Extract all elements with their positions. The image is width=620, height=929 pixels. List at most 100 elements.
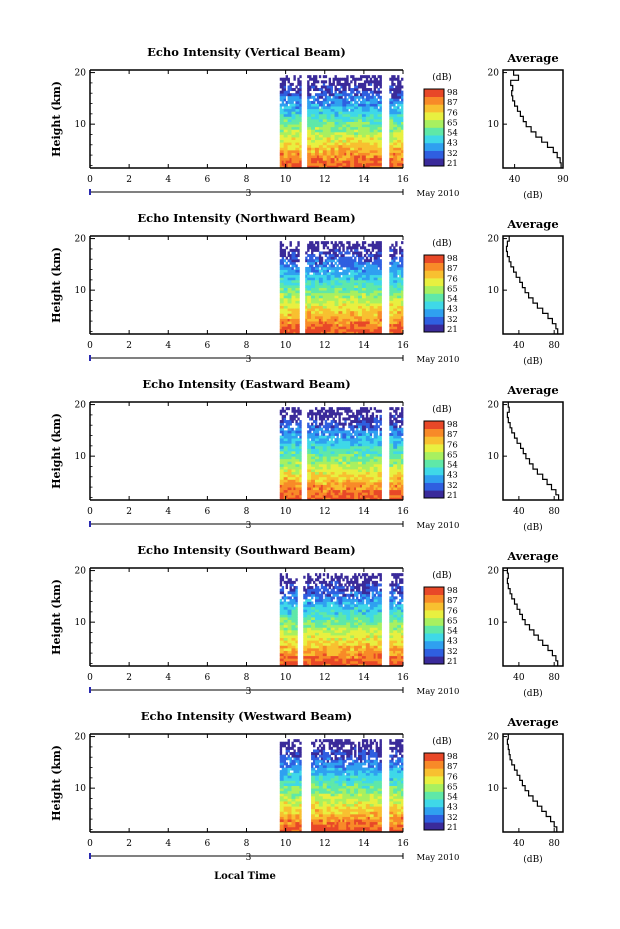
heatmap-cell xyxy=(311,331,314,335)
heatmap-cell xyxy=(350,75,353,79)
heatmap-cell xyxy=(309,443,312,447)
heatmap-cell xyxy=(299,435,302,439)
heatmap-cell xyxy=(346,162,349,166)
heatmap-cell xyxy=(334,305,337,309)
heatmap-cell xyxy=(309,274,312,278)
heatmap-cell xyxy=(322,124,326,128)
heatmap-cell xyxy=(363,98,367,102)
heatmap-cell xyxy=(338,443,341,447)
heatmap-cell xyxy=(326,155,330,159)
heatmap-cell xyxy=(346,82,349,86)
heatmap-cell xyxy=(373,142,377,146)
heatmap-cell xyxy=(348,438,351,442)
heatmap-cell xyxy=(334,427,337,431)
heatmap-cell xyxy=(291,463,294,467)
heatmap-cell xyxy=(316,287,320,291)
heatmap-cell xyxy=(281,305,285,309)
heatmap-cell xyxy=(371,292,375,296)
heatmap-cell xyxy=(318,88,322,92)
heatmap-cell xyxy=(320,323,324,327)
heatmap-cell xyxy=(328,474,332,478)
heatmap-cell xyxy=(299,119,302,122)
colorbar-frame xyxy=(423,88,445,167)
heatmap-cell xyxy=(334,445,337,449)
heatmap-cell xyxy=(316,489,320,493)
heatmap-cell xyxy=(283,438,287,442)
heatmap-cell xyxy=(391,85,394,89)
heatmap-cell xyxy=(289,119,292,122)
heatmap-cell xyxy=(391,272,394,276)
heatmap-cell xyxy=(318,414,322,418)
heatmap-cell xyxy=(393,264,396,268)
heatmap-cell xyxy=(322,155,326,159)
heatmap-cell xyxy=(281,481,285,485)
heatmap-cell xyxy=(322,469,326,473)
heatmap-cell xyxy=(346,142,349,146)
heatmap-cell xyxy=(307,474,310,478)
heatmap-cell xyxy=(336,266,339,270)
heatmap-cell xyxy=(328,318,332,322)
heatmap-cell xyxy=(311,318,314,322)
heatmap-cell xyxy=(318,409,322,413)
heatmap-cell xyxy=(279,254,283,258)
heatmap-cell xyxy=(399,274,402,278)
heatmap-cell xyxy=(283,147,287,151)
heatmap-cell xyxy=(344,407,347,411)
heatmap-cell xyxy=(363,111,367,115)
heatmap-cell xyxy=(359,264,363,268)
heatmap-cell xyxy=(379,108,382,112)
heatmap-cell xyxy=(320,160,324,164)
heatmap-cell xyxy=(352,121,355,125)
heatmap-cell xyxy=(316,435,320,439)
heatmap-cell xyxy=(330,313,333,317)
heatmap-cell xyxy=(291,321,294,325)
heatmap-cell xyxy=(324,445,328,449)
heatmap-cell xyxy=(309,165,312,169)
heatmap-cell xyxy=(334,126,337,130)
heatmap-cell xyxy=(291,479,294,483)
heatmap-cell xyxy=(299,113,302,117)
heatmap-cell xyxy=(293,134,296,138)
heatmap-cell xyxy=(291,420,294,424)
heatmap-cell xyxy=(314,297,318,301)
heatmap-cell xyxy=(367,326,371,330)
heatmap-cell xyxy=(336,445,339,449)
heatmap-cell xyxy=(342,82,345,86)
heatmap-cell xyxy=(307,328,310,332)
heatmap-cell xyxy=(369,256,373,260)
colorbar-swatch xyxy=(424,270,444,279)
heatmap-cell xyxy=(322,305,326,309)
heatmap-cell xyxy=(297,432,300,436)
heatmap-cell xyxy=(338,479,341,483)
heatmap-cell xyxy=(338,256,341,260)
heatmap-cell xyxy=(340,259,343,263)
heatmap-cell xyxy=(391,77,394,81)
heatmap-cell xyxy=(279,481,283,485)
heatmap-cell xyxy=(281,451,285,454)
heatmap-cell xyxy=(281,440,285,444)
heatmap-cell xyxy=(358,279,361,283)
heatmap-cell xyxy=(399,246,402,250)
heatmap-cell xyxy=(359,266,363,270)
heatmap-cell xyxy=(359,162,363,166)
heatmap-cell xyxy=(291,487,294,491)
heatmap-cell xyxy=(330,248,333,252)
heatmap-cell xyxy=(361,243,365,247)
heatmap-cell xyxy=(389,308,392,312)
heatmap-cell xyxy=(320,492,324,496)
heatmap-cell xyxy=(393,261,396,265)
heatmap-cell xyxy=(313,162,316,166)
heatmap-cell xyxy=(334,116,337,120)
heatmap-cell xyxy=(350,282,353,286)
profile-x-tick-label: 80 xyxy=(548,341,560,351)
heatmap-cell xyxy=(401,155,404,159)
heatmap-cell xyxy=(334,308,337,312)
heatmap-cell xyxy=(389,129,392,133)
heatmap-cell xyxy=(399,160,402,164)
heatmap-cell xyxy=(293,469,296,473)
heatmap-cell xyxy=(365,134,369,138)
heatmap-cell xyxy=(287,93,290,97)
heatmap-cell xyxy=(316,497,320,501)
heatmap-cell xyxy=(324,259,328,263)
heatmap-cell xyxy=(338,497,341,501)
